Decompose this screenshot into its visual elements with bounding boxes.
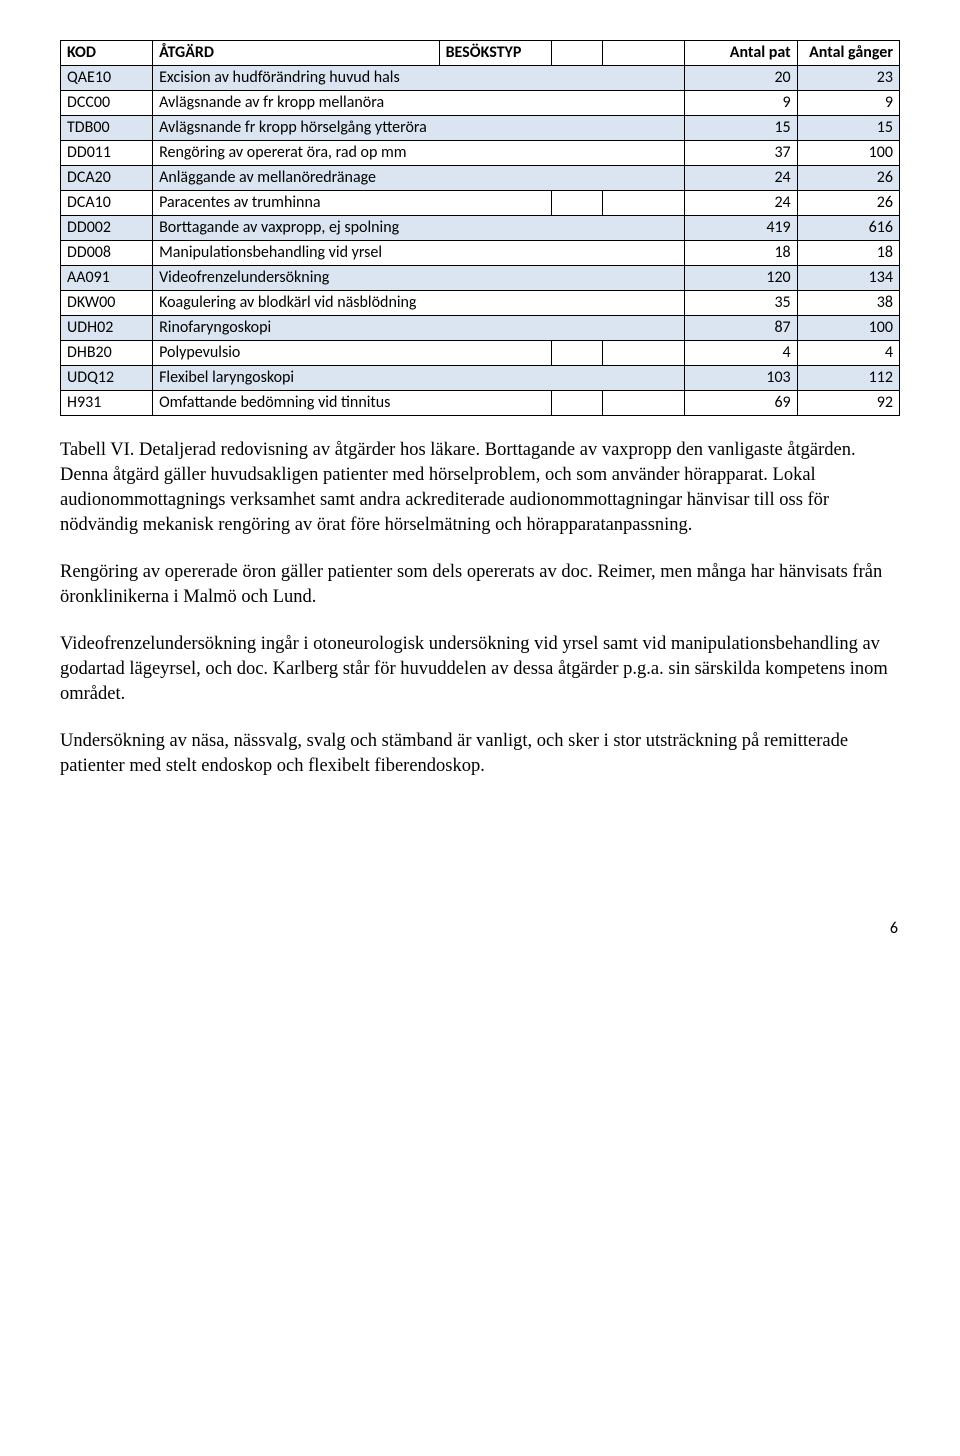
cell-gang: 112 xyxy=(797,366,899,391)
cell-atgard: Avlägsnande av fr kropp mellanöra xyxy=(153,91,685,116)
cell-kod: TDB00 xyxy=(61,116,153,141)
cell-gang: 134 xyxy=(797,266,899,291)
cell-gang: 100 xyxy=(797,141,899,166)
table-row: DCA10Paracentes av trumhinna 2426 xyxy=(61,191,900,216)
cell-atgard: Koagulering av blodkärl vid näsblödning xyxy=(153,291,685,316)
data-table: KOD ÅTGÄRD BESÖKSTYP Antal pat Antal gån… xyxy=(60,40,900,416)
cell-gang: 100 xyxy=(797,316,899,341)
cell-atgard: Borttagande av vaxpropp, ej spolning xyxy=(153,216,685,241)
cell-gang: 26 xyxy=(797,191,899,216)
cell-atgard: Anläggande av mellanöredränage xyxy=(153,166,685,191)
table-row: H931Omfattande bedömning vid tinnitus 699… xyxy=(61,391,900,416)
cell-pat: 419 xyxy=(685,216,798,241)
cell-pat: 20 xyxy=(685,66,798,91)
table-row: TDB00Avlägsnande fr kropp hörselgång ytt… xyxy=(61,116,900,141)
cell-pat: 18 xyxy=(685,241,798,266)
cell-gang: 23 xyxy=(797,66,899,91)
cell-spacer xyxy=(552,341,603,366)
cell-pat: 103 xyxy=(685,366,798,391)
cell-spacer xyxy=(603,391,685,416)
table-row: DD008Manipulationsbehandling vid yrsel18… xyxy=(61,241,900,266)
cell-pat: 24 xyxy=(685,166,798,191)
cell-pat: 9 xyxy=(685,91,798,116)
table-header-row: KOD ÅTGÄRD BESÖKSTYP Antal pat Antal gån… xyxy=(61,41,900,66)
table-row: DKW00Koagulering av blodkärl vid näsblöd… xyxy=(61,291,900,316)
col-header-spacer1 xyxy=(552,41,603,66)
cell-kod: DCA20 xyxy=(61,166,153,191)
cell-pat: 37 xyxy=(685,141,798,166)
col-header-atgard: ÅTGÄRD xyxy=(153,41,439,66)
page-number: 6 xyxy=(60,919,900,938)
cell-kod: H931 xyxy=(61,391,153,416)
cell-spacer xyxy=(603,341,685,366)
paragraph-4: Undersökning av näsa, nässvalg, svalg oc… xyxy=(60,729,900,779)
cell-pat: 87 xyxy=(685,316,798,341)
cell-gang: 4 xyxy=(797,341,899,366)
paragraph-3: Videofrenzelundersökning ingår i otoneur… xyxy=(60,632,900,707)
cell-atgard: Rinofaryngoskopi xyxy=(153,316,685,341)
col-header-gang: Antal gånger xyxy=(797,41,899,66)
table-row: DD002Borttagande av vaxpropp, ej spolnin… xyxy=(61,216,900,241)
cell-atgard: Videofrenzelundersökning xyxy=(153,266,685,291)
cell-kod: DCA10 xyxy=(61,191,153,216)
cell-spacer xyxy=(603,191,685,216)
cell-atgard: Polypevulsio xyxy=(153,341,552,366)
cell-atgard: Rengöring av opererat öra, rad op mm xyxy=(153,141,685,166)
cell-kod: DD011 xyxy=(61,141,153,166)
cell-gang: 38 xyxy=(797,291,899,316)
paragraph-1: Tabell VI. Detaljerad redovisning av åtg… xyxy=(60,438,900,538)
cell-pat: 69 xyxy=(685,391,798,416)
cell-gang: 616 xyxy=(797,216,899,241)
cell-pat: 15 xyxy=(685,116,798,141)
cell-gang: 26 xyxy=(797,166,899,191)
cell-kod: UDQ12 xyxy=(61,366,153,391)
cell-spacer xyxy=(552,191,603,216)
col-header-spacer2 xyxy=(603,41,685,66)
col-header-besok: BESÖKSTYP xyxy=(439,41,552,66)
cell-pat: 35 xyxy=(685,291,798,316)
cell-kod: DHB20 xyxy=(61,341,153,366)
cell-kod: QAE10 xyxy=(61,66,153,91)
table-row: QAE10Excision av hudförändring huvud hal… xyxy=(61,66,900,91)
table-body: QAE10Excision av hudförändring huvud hal… xyxy=(61,66,900,416)
cell-atgard: Avlägsnande fr kropp hörselgång ytteröra xyxy=(153,116,685,141)
cell-atgard: Excision av hudförändring huvud hals xyxy=(153,66,685,91)
cell-kod: AA091 xyxy=(61,266,153,291)
col-header-kod: KOD xyxy=(61,41,153,66)
cell-gang: 9 xyxy=(797,91,899,116)
paragraph-2: Rengöring av opererade öron gäller patie… xyxy=(60,560,900,610)
col-header-pat: Antal pat xyxy=(685,41,798,66)
table-row: DHB20Polypevulsio 44 xyxy=(61,341,900,366)
cell-pat: 120 xyxy=(685,266,798,291)
cell-kod: DD002 xyxy=(61,216,153,241)
cell-atgard: Omfattande bedömning vid tinnitus xyxy=(153,391,552,416)
cell-gang: 92 xyxy=(797,391,899,416)
cell-kod: DKW00 xyxy=(61,291,153,316)
cell-atgard: Manipulationsbehandling vid yrsel xyxy=(153,241,685,266)
cell-spacer xyxy=(552,391,603,416)
cell-kod: DCC00 xyxy=(61,91,153,116)
table-row: AA091Videofrenzelundersökning120134 xyxy=(61,266,900,291)
table-row: UDH02Rinofaryngoskopi87100 xyxy=(61,316,900,341)
cell-pat: 24 xyxy=(685,191,798,216)
table-row: DD011Rengöring av opererat öra, rad op m… xyxy=(61,141,900,166)
cell-atgard: Flexibel laryngoskopi xyxy=(153,366,685,391)
table-row: DCA20Anläggande av mellanöredränage2426 xyxy=(61,166,900,191)
table-row: UDQ12Flexibel laryngoskopi103112 xyxy=(61,366,900,391)
table-row: DCC00Avlägsnande av fr kropp mellanöra99 xyxy=(61,91,900,116)
cell-atgard: Paracentes av trumhinna xyxy=(153,191,552,216)
cell-gang: 15 xyxy=(797,116,899,141)
cell-kod: DD008 xyxy=(61,241,153,266)
cell-gang: 18 xyxy=(797,241,899,266)
cell-kod: UDH02 xyxy=(61,316,153,341)
cell-pat: 4 xyxy=(685,341,798,366)
